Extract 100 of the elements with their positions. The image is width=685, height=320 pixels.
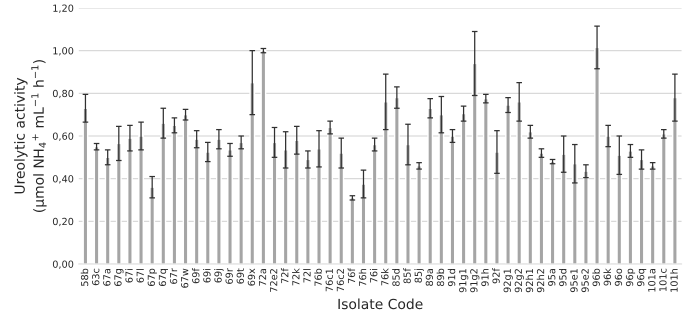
bar [372,144,378,264]
x-tick-label: 92f [492,268,500,284]
y-tick-label: 0,00 [52,260,74,269]
x-tick-label: 72a [258,269,266,286]
x-tick-label: 69r [226,268,233,284]
x-tick-label: 95a [548,269,556,286]
x-tick-label: 92g1 [504,269,513,292]
x-tick-label: 95e1 [570,269,578,292]
x-tick-label: 96q [637,269,646,286]
bar [627,150,634,264]
bar [572,163,578,264]
x-tick-label: 101a [648,269,656,292]
x-tick-label: 69i [203,269,211,283]
bar [472,62,478,264]
x-tick-label: 67a [103,269,111,286]
x-tick-label: 92g2 [514,269,524,292]
bar [672,96,678,264]
bar [316,148,322,264]
bar [427,108,434,264]
bar [149,186,156,264]
bar [294,140,300,264]
x-tick-label: 89a [426,269,434,286]
bar [394,96,400,264]
bar [227,149,233,264]
x-axis-title: Isolate Code [338,298,423,310]
bar [204,151,211,264]
x-tick-label: 67g [114,269,124,286]
bar [360,183,366,264]
x-tick-label: 67i [125,269,133,283]
bar [160,122,166,264]
bar [660,133,667,264]
x-tick-label: 69f [192,268,200,284]
x-tick-label: 96o [614,268,622,286]
bar [272,142,278,264]
x-tick-label: 69x [248,268,256,286]
x-tick-label: 76f [348,268,356,284]
x-tick-label: 96b [592,268,600,286]
bar [450,135,456,264]
bar [216,138,222,264]
x-tick-label: 89b [436,268,444,286]
y-tick-label: 0,20 [52,218,74,226]
bar [438,114,444,264]
x-tick-label: 91g2 [470,269,480,292]
bar [538,152,544,264]
bar [260,50,266,264]
bar [516,101,522,264]
bar [405,144,411,264]
x-tick-label: 69j [214,269,224,283]
x-tick-label: 67p [148,268,157,286]
bar [304,158,311,264]
x-tick-label: 96p [626,268,636,286]
bar [182,114,188,264]
y-tick-label: 1,00 [53,47,74,56]
bar [138,135,144,264]
x-tick-label: 91h [481,268,489,286]
x-tick-label: 85j [414,269,424,283]
y-tick-label: 0,60 [52,132,74,141]
bar [94,146,100,264]
y-tick-label: 0,40 [52,175,74,184]
x-tick-label: 69t [236,268,244,284]
x-tick-label: 95e2 [581,269,589,292]
x-tick-label: 67w [181,268,188,288]
x-tick-label: 58b [80,268,88,286]
bar [349,197,356,264]
x-tick-label: 95d [558,269,567,286]
bar [249,82,256,264]
bar [82,108,88,264]
bar [382,101,389,264]
x-tick-label: 72k [292,268,300,286]
x-tick-label: 91g1 [459,269,468,292]
x-tick-label: 76i [370,269,378,282]
bar [416,165,422,264]
bar [638,158,644,264]
x-tick-label: 76c1 [326,269,333,292]
y-tick-label: 0,80 [52,90,74,98]
x-tick-label: 67r [170,268,178,284]
x-tick-label: 101h [670,268,678,292]
bar [605,135,612,264]
bar [494,151,500,264]
bar [505,104,511,264]
bar [238,142,244,264]
x-tick-label: 63c [92,268,100,286]
x-tick-label: 76c2 [336,269,344,292]
x-tick-label: 76b [314,268,322,286]
bar [172,124,178,264]
x-tick-label: 72f [280,268,288,284]
bar [527,131,534,264]
x-tick-label: 67l [136,269,144,283]
bar [560,153,567,264]
bar [650,165,656,264]
bar [482,98,489,264]
bar [282,149,289,264]
bar [583,170,589,264]
bar [460,112,467,264]
bar [127,137,133,264]
bar [194,138,200,264]
x-tick-label: 72e2 [270,269,278,292]
y-tick-label: 1,20 [53,4,74,13]
x-tick-label: 85f [403,268,411,284]
x-tick-label: 76k [381,268,389,286]
